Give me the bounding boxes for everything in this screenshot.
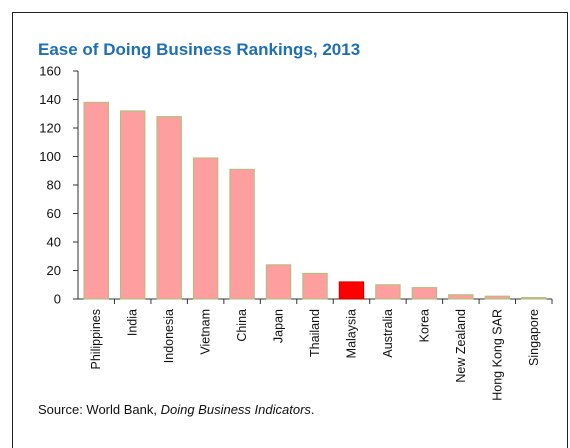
category-label: Thailand xyxy=(308,309,322,357)
category-label: Australia xyxy=(381,309,395,358)
category-label: Korea xyxy=(417,309,431,342)
bar-indonesia xyxy=(156,116,182,300)
category-label: China xyxy=(235,309,249,342)
bar-thailand xyxy=(302,272,328,300)
bar-philippines xyxy=(83,101,109,300)
bar-singapore xyxy=(521,297,547,300)
source-note: Source: World Bank, Doing Business Indic… xyxy=(38,402,315,417)
chart-axes: 0 20 40 60 80 100 120 140 160 xyxy=(39,64,553,307)
bar-malaysia xyxy=(338,281,365,300)
bar-japan xyxy=(265,264,292,300)
category-label: Malaysia xyxy=(344,309,358,358)
y-tick-label: 40 xyxy=(47,235,61,250)
bar-new-zealand xyxy=(448,294,474,300)
category-label: Vietnam xyxy=(199,309,213,355)
bar-korea xyxy=(411,287,438,300)
y-tick-label: 80 xyxy=(47,178,61,193)
category-label: New Zealand xyxy=(454,309,468,383)
category-label: Hong Kong SAR xyxy=(490,309,504,401)
category-label: Singapore xyxy=(527,309,541,366)
source-italic: Doing Business Indicators xyxy=(160,402,311,417)
source-suffix: . xyxy=(310,402,315,417)
chart-category-labels: Philippines India Indonesia Vietnam China Jap… xyxy=(89,309,541,401)
y-tick-label: 120 xyxy=(39,121,61,136)
source-prefix: Source: World Bank, xyxy=(38,402,161,417)
bar-india xyxy=(119,110,146,300)
y-tick-label: 140 xyxy=(39,92,61,107)
y-tick-label: 100 xyxy=(39,149,61,164)
y-tick-label: 20 xyxy=(47,263,61,278)
category-label: Philippines xyxy=(89,309,103,369)
category-label: Japan xyxy=(272,309,286,343)
bar-vietnam xyxy=(192,157,219,300)
bar-hong-kong-sar xyxy=(484,295,511,300)
chart-frame xyxy=(12,12,568,448)
y-tick-label: 160 xyxy=(39,64,61,79)
chart-title: Ease of Doing Business Rankings, 2013 xyxy=(38,40,361,59)
y-tick-label: 60 xyxy=(47,206,61,221)
chart-bars xyxy=(83,101,547,300)
category-label: India xyxy=(126,309,140,336)
bar-china xyxy=(229,168,255,300)
category-label: Indonesia xyxy=(162,309,176,363)
bar-australia xyxy=(375,284,401,300)
y-tick-label: 0 xyxy=(54,292,61,307)
